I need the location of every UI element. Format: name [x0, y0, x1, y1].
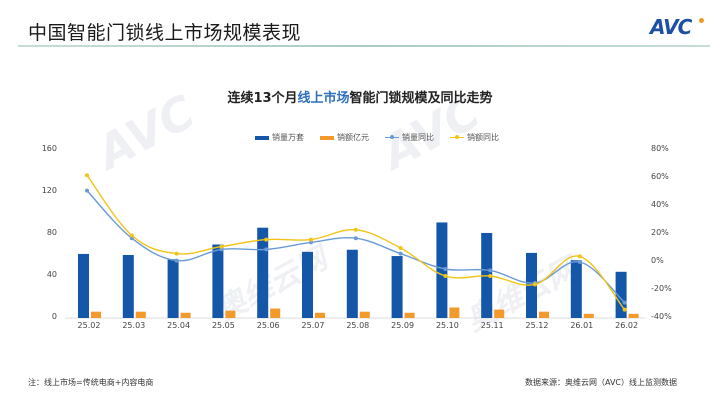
chart-legend: 销量万套 销额亿元 销量同比 销额同比 — [255, 132, 499, 143]
line-marker — [309, 240, 313, 245]
bar-sales-volume — [436, 222, 448, 318]
logo-dot-icon — [699, 18, 704, 23]
chart-title: 连续13个月线上市场智能门锁规模及同比走势 — [0, 87, 720, 106]
right-axis-tick: 80% — [651, 144, 669, 153]
x-axis-tick: 25.05 — [211, 321, 235, 330]
right-axis-tick: 0% — [651, 256, 664, 265]
bar-sales-volume — [78, 253, 89, 318]
bar-sales-volume — [212, 244, 224, 318]
bar-sales-revenue — [583, 313, 594, 318]
x-axis-tick: 25.09 — [391, 321, 415, 330]
left-axis-tick: 80 — [46, 228, 57, 237]
legend-item-sales-revenue: 销额亿元 — [320, 132, 369, 143]
bar-swatch-icon — [320, 135, 334, 140]
right-axis-tick: 40% — [651, 200, 669, 209]
bar-sales-revenue — [225, 310, 236, 318]
right-axis-tick: 60% — [651, 172, 669, 181]
bar-sales-revenue — [449, 307, 460, 318]
page-title: 中国智能门锁线上市场规模表现 — [28, 22, 302, 44]
line-marker — [219, 247, 224, 252]
bar-sales-volume — [570, 260, 582, 318]
line-marker — [309, 237, 313, 242]
x-axis-tick: 25.11 — [480, 321, 504, 330]
avc-logo: AVC — [650, 15, 692, 39]
x-axis-tick: 25.08 — [346, 321, 370, 330]
bar-sales-volume — [167, 259, 179, 318]
line-swatch-icon — [385, 135, 399, 139]
bar-sales-volume — [302, 251, 313, 318]
line-marker — [622, 307, 627, 312]
line-marker — [577, 260, 582, 264]
x-axis-tick: 26.01 — [570, 321, 594, 330]
bar-sales-revenue — [135, 311, 146, 318]
bar-sales-volume — [391, 256, 403, 318]
bar-sales-volume — [615, 271, 627, 318]
right-axis-tick: -20% — [651, 284, 672, 293]
line-marker — [443, 274, 448, 278]
line-marker — [85, 173, 89, 178]
bar-sales-revenue — [539, 311, 549, 318]
line-swatch-icon — [450, 135, 464, 139]
bar-sales-revenue — [180, 312, 191, 318]
legend-item-revenue-yoy: 销额同比 — [450, 132, 499, 143]
legend-label: 销额同比 — [467, 133, 499, 142]
right-axis-tick: 20% — [651, 228, 669, 237]
x-axis-tick: 25.10 — [435, 321, 459, 330]
x-axis-tick: 25.03 — [122, 321, 146, 330]
left-axis-tick: 120 — [41, 186, 57, 195]
line-marker — [622, 300, 627, 305]
chart-title-highlight: 线上市场 — [297, 91, 350, 106]
left-axis-tick: 0 — [51, 312, 57, 321]
legend-label: 销额亿元 — [337, 133, 369, 142]
bar-swatch-icon — [255, 135, 269, 140]
bar-sales-volume — [346, 249, 358, 318]
bar-sales-volume — [122, 255, 134, 318]
line-marker — [353, 227, 358, 232]
line-marker — [353, 236, 358, 241]
x-axis-tick: 26.02 — [615, 321, 639, 330]
chart-title-suffix: 智能门锁规模及同比走势 — [349, 91, 493, 106]
left-axis-tick: 160 — [41, 144, 57, 153]
x-axis-tick: 25.06 — [256, 321, 280, 330]
footnote: 注：线上市场=传统电商+内容电商 — [28, 378, 154, 387]
header-divider — [18, 45, 710, 47]
line-marker — [264, 237, 269, 242]
line-marker — [488, 274, 493, 278]
x-axis-tick: 25.04 — [167, 321, 191, 330]
bar-sales-revenue — [91, 311, 101, 318]
chart-title-prefix: 连续13个月 — [227, 91, 298, 106]
bar-sales-revenue — [628, 313, 639, 318]
line-marker — [533, 282, 537, 287]
bar-sales-revenue — [494, 309, 505, 318]
line-marker — [577, 254, 582, 259]
x-axis-tick: 25.12 — [525, 321, 549, 330]
line-marker — [443, 267, 448, 271]
legend-label: 销量同比 — [402, 133, 434, 142]
bar-sales-revenue — [270, 308, 281, 318]
line-marker — [174, 251, 179, 256]
line-marker — [174, 258, 179, 263]
data-source: 数据来源：奥维云网（AVC）线上监测数据 — [525, 378, 678, 387]
line-marker — [219, 244, 224, 249]
left-axis-tick: 40 — [46, 270, 57, 279]
line-marker — [85, 188, 89, 193]
legend-label: 销量万套 — [272, 133, 304, 142]
line-marker — [398, 246, 403, 250]
right-axis-tick: -40% — [651, 312, 672, 321]
bar-sales-volume — [257, 227, 269, 318]
line-marker — [129, 236, 134, 241]
x-axis-tick: 25.02 — [77, 321, 101, 330]
bar-sales-revenue — [315, 312, 325, 318]
bar-sales-revenue — [359, 311, 370, 318]
line-marker — [488, 268, 493, 273]
legend-item-sales-volume: 销量万套 — [255, 132, 304, 143]
line-marker — [398, 251, 403, 256]
x-axis-tick: 25.07 — [301, 321, 325, 330]
line-marker — [264, 247, 269, 252]
legend-item-volume-yoy: 销量同比 — [385, 132, 434, 143]
bar-sales-revenue — [404, 312, 415, 318]
line-marker — [129, 233, 134, 238]
